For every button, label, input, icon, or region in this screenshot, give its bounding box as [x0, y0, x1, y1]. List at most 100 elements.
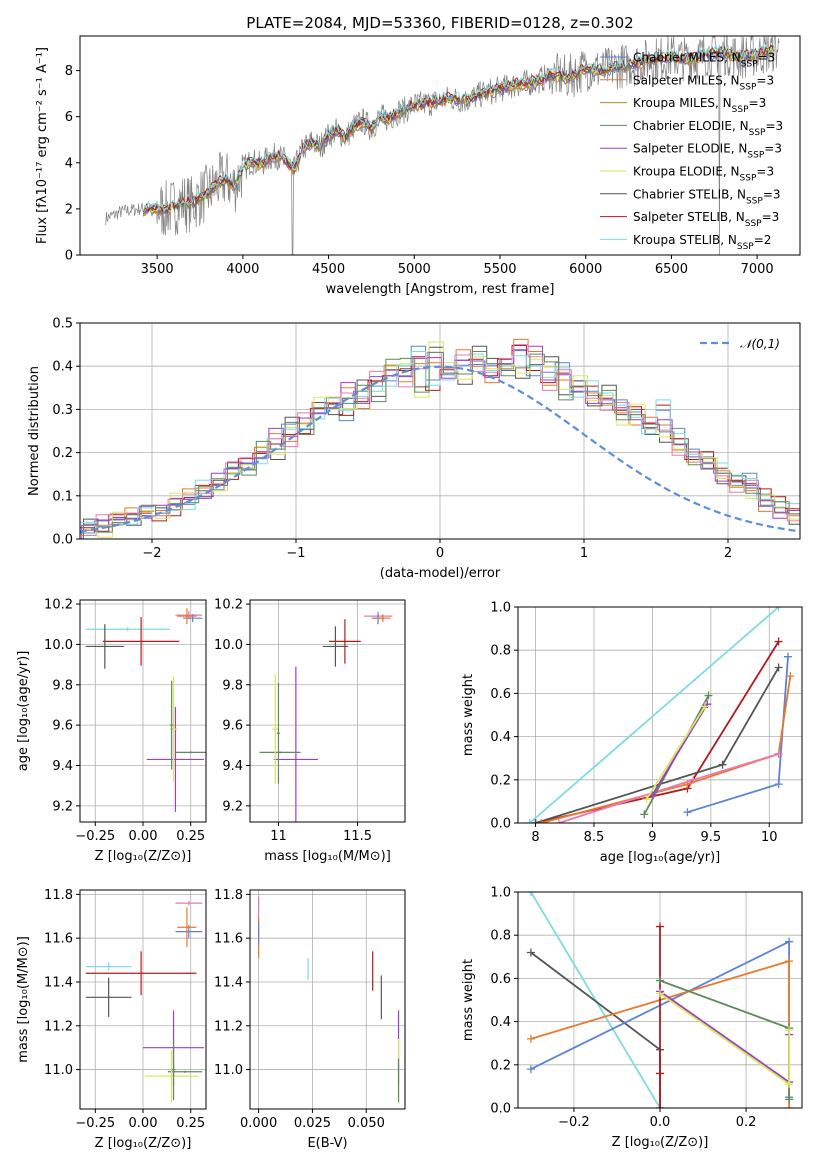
- weight-marker-chabrier_elodie: [640, 810, 649, 819]
- x-axis-label: mass [log₁₀(M/M⊙)]: [264, 849, 391, 864]
- weight-marker-chabrier_miles: [785, 937, 794, 946]
- plot-area: [258, 896, 400, 1103]
- y-tick-label: 0.2: [52, 446, 73, 461]
- y-tick-label: 11.2: [44, 1019, 73, 1034]
- weight-marker-chabrier_stelib: [774, 663, 783, 672]
- panel-weight-vs-age: 8 8.5 9 9.5 10 0.0 0.2 0.4 0.6 0.8 1.0 age [log₁₀(a…: [461, 601, 803, 865]
- axes-frame: [249, 889, 406, 1110]
- plot-area: [525, 607, 795, 823]
- y-tick-label: 0.0: [490, 1102, 511, 1117]
- x-tick-label: −1: [286, 546, 305, 561]
- weight-marker-pink: [554, 819, 563, 823]
- x-tick-label: 5500: [483, 262, 516, 277]
- axes-frame: [517, 606, 803, 824]
- y-tick-label: 11.2: [214, 1019, 243, 1034]
- panel-mass-vs-ebv: 0.000 0.025 0.050 11.0 11.2 11.4 11.6 11.8 E(B-V…: [214, 888, 406, 1151]
- panel-weight-vs-Z: −0.2 0.0 0.2 0.0 0.2 0.4 0.6 0.8 1.0 Z [log₁₀(Z/Z…: [461, 886, 803, 1150]
- observed-spectrum-line: [105, 36, 780, 255]
- x-tick-label: 4500: [312, 262, 345, 277]
- x-axis-label: wavelength [Angstrom, rest frame]: [326, 282, 555, 297]
- y-tick-label: 9.2: [52, 799, 73, 814]
- y-tick-label: 0.6: [490, 972, 511, 987]
- y-tick-label: 0.3: [52, 403, 73, 418]
- weight-marker-salpeter_miles: [786, 672, 795, 681]
- y-tick-label: 0.2: [490, 1058, 511, 1073]
- weight-marker-kroupa_stelib: [526, 892, 535, 896]
- y-tick-label: 11.6: [44, 932, 73, 947]
- y-tick-label: 9.4: [52, 759, 73, 774]
- legend-label: 𝒩(0,1): [740, 337, 780, 351]
- y-tick-label: 11.6: [214, 932, 243, 947]
- weight-marker-salpeter_stelib: [774, 637, 783, 646]
- plot-area: [526, 892, 794, 1108]
- weight-marker-kroupa_elodie: [785, 1026, 794, 1035]
- weight-marker-pink: [774, 749, 783, 758]
- weight-marker-chabrier_elodie: [656, 976, 664, 985]
- weight-marker-salpeter_miles: [785, 957, 794, 966]
- y-tick-label: 9.4: [222, 759, 243, 774]
- axes-frame: [79, 35, 801, 256]
- weight-marker-kroupa_elodie: [700, 702, 709, 711]
- x-tick-label: 0.00: [129, 829, 158, 844]
- weight-line-kroupa_elodie: [659, 992, 790, 1086]
- y-tick-label: 0.5: [52, 317, 73, 332]
- x-tick-label: 7000: [741, 262, 774, 277]
- y-axis-label: mass weight: [461, 674, 476, 756]
- y-tick-label: 0.8: [490, 644, 511, 659]
- weight-marker-pink: [689, 775, 698, 784]
- y-axis-label: Normed distribution: [27, 366, 42, 496]
- weight-marker-chabrier_miles: [526, 1065, 535, 1074]
- y-tick-label: 9.6: [52, 719, 73, 734]
- weight-line-salpeter_miles: [541, 675, 792, 823]
- weight-marker-chabrier_stelib: [531, 819, 540, 823]
- panel-age-vs-mass: 11 11.5 9.2 9.4 9.6 9.8 10.0 10.2 mass [log₁₀(M/…: [214, 598, 406, 864]
- plot-area: [85, 900, 205, 1103]
- weight-marker-chabrier_miles: [683, 808, 692, 817]
- weight-marker-chabrier_miles: [774, 780, 783, 789]
- y-tick-label: 9.8: [222, 678, 243, 693]
- y-tick-label: 0.4: [490, 1015, 511, 1030]
- x-axis-label: E(B-V): [307, 1136, 347, 1151]
- panel-spectrum: 3500 4000 4500 5000 5500 6000 6500 7000 0 2 4 6 8 wav…: [35, 14, 801, 297]
- y-tick-label: 11.0: [44, 1063, 73, 1078]
- y-tick-label: 4: [65, 156, 73, 171]
- x-tick-label: 6000: [569, 262, 602, 277]
- legend-label: Kroupa MILES, NSSP=3: [633, 96, 766, 115]
- x-tick-label: 2: [724, 546, 732, 561]
- x-tick-label: 11.5: [343, 829, 372, 844]
- x-tick-label: 9: [648, 830, 656, 845]
- y-tick-label: 0.1: [52, 489, 73, 504]
- x-tick-label: −2: [142, 546, 161, 561]
- weight-marker-chabrier_elodie: [704, 691, 713, 700]
- x-tick-label: 0.050: [348, 1116, 385, 1131]
- weight-marker-chabrier_miles: [783, 652, 792, 661]
- x-axis-label: (data-model)/error: [380, 566, 501, 581]
- x-tick-label: 10: [761, 830, 778, 845]
- y-tick-label: 0.8: [490, 929, 511, 944]
- x-tick-label: 11: [270, 829, 287, 844]
- legend-label: Chabrier MILES, NSSP=3: [633, 51, 775, 70]
- y-tick-label: 11.4: [44, 975, 73, 990]
- panel-age-vs-Z: −0.25 0.00 0.25 9.2 9.4 9.6 9.8 10.0 10.2 Z [log₁…: [16, 598, 207, 864]
- x-tick-label: 0.025: [294, 1116, 331, 1131]
- y-tick-label: 1.0: [490, 886, 511, 901]
- y-tick-label: 0.2: [490, 773, 511, 788]
- weight-marker-chabrier_stelib: [718, 760, 727, 769]
- weight-marker-salpeter_stelib: [656, 922, 664, 931]
- weight-marker-salpeter_stelib: [656, 1069, 664, 1078]
- x-tick-label: 4000: [226, 262, 259, 277]
- weight-marker-chabrier_elodie: [785, 1095, 794, 1104]
- weight-marker-salpeter_stelib: [656, 1104, 664, 1108]
- y-tick-label: 0.0: [490, 817, 511, 832]
- y-axis-label: Flux [fλ10⁻¹⁷ erg cm⁻² s⁻¹ A⁻¹]: [35, 47, 50, 244]
- x-axis-label: Z [log₁₀(Z/Z⊙)]: [95, 849, 192, 864]
- y-tick-label: 8: [65, 64, 73, 79]
- weight-marker-salpeter_miles: [526, 1034, 535, 1043]
- x-tick-label: 0.0: [650, 1115, 671, 1130]
- y-tick-label: 0.6: [490, 687, 511, 702]
- x-tick-label: 8: [531, 830, 539, 845]
- legend-label: Salpeter MILES, NSSP=3: [633, 73, 774, 92]
- weight-marker-salpeter_miles: [785, 1104, 794, 1108]
- y-tick-label: 11.8: [44, 888, 73, 903]
